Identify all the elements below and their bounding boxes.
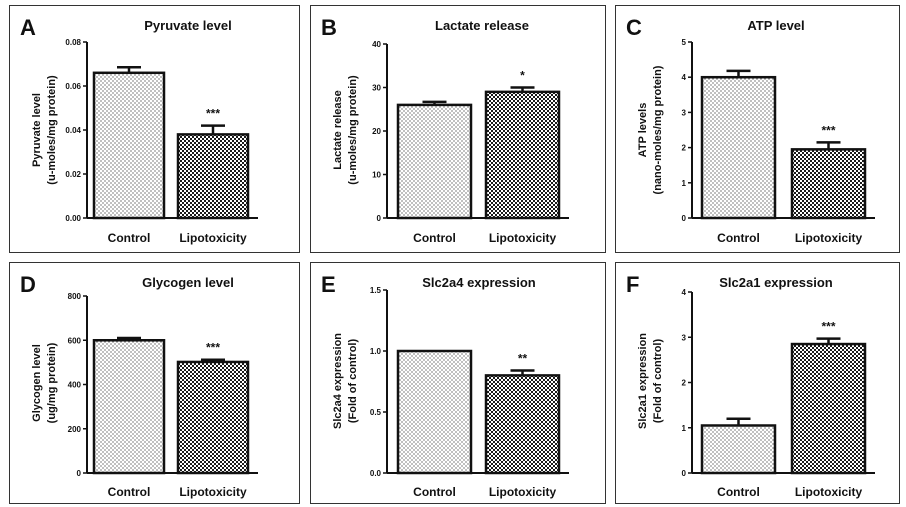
y-tick-label: 1.5 <box>370 286 382 295</box>
panel-d: D Glycogen level Glycogen level (ug/mg prot… <box>9 262 300 504</box>
y-axis-label: ATP levels <box>637 103 649 158</box>
bar-lipotoxicity <box>484 90 561 220</box>
category-label: Lipotoxicity <box>179 485 247 499</box>
significance-label: *** <box>206 107 220 121</box>
bar-lipotoxicity <box>790 342 867 475</box>
significance-label: ** <box>518 352 528 366</box>
y-tick-label: 0.08 <box>65 38 81 47</box>
category-label: Lipotoxicity <box>489 485 557 499</box>
y-tick-label: 3 <box>682 333 687 342</box>
y-tick-label: 1 <box>682 179 687 188</box>
y-tick-label: 600 <box>68 336 82 345</box>
y-tick-label: 40 <box>372 40 381 49</box>
bar-lipotoxicity <box>790 148 867 220</box>
panel-letter: B <box>321 15 337 40</box>
y-tick-label: 30 <box>372 84 381 93</box>
category-label: Control <box>717 231 760 245</box>
panel-e: E Slc2a4 expression Slc2a4 expression (Fold… <box>310 262 606 504</box>
y-axis-label: Lactate release <box>332 90 344 170</box>
y-axis-label: (Fold of control) <box>347 339 359 424</box>
significance-label: * <box>520 69 525 83</box>
y-tick-label: 2 <box>682 379 687 388</box>
y-axis-label: (u-moles/mg protein) <box>347 75 359 185</box>
category-label: Lipotoxicity <box>795 231 863 245</box>
significance-label: *** <box>821 320 835 334</box>
chart-title: Lactate release <box>435 18 529 33</box>
y-axis-label: Slc2a1 expression <box>637 333 649 429</box>
panel-letter: E <box>321 272 336 297</box>
panel-letter: D <box>20 272 36 297</box>
y-tick-label: 0 <box>682 214 687 223</box>
chart-c: C ATP level ATP levels (nano-moles/mg prote… <box>626 15 875 245</box>
y-tick-label: 10 <box>372 171 381 180</box>
y-tick-label: 0.00 <box>65 214 81 223</box>
category-label: Control <box>717 485 760 499</box>
y-axis-label: (u-moles/mg protein) <box>46 75 58 185</box>
category-label: Lipotoxicity <box>179 231 247 245</box>
category-label: Control <box>413 231 456 245</box>
chart-title: Pyruvate level <box>144 18 231 33</box>
bar-control <box>700 75 777 220</box>
y-tick-label: 0.5 <box>370 408 382 417</box>
y-tick-label: 5 <box>682 38 687 47</box>
y-axis-label: Pyruvate level <box>31 93 43 167</box>
y-axis-label: (nano-moles/mg protein) <box>652 65 664 194</box>
bar-control <box>92 339 166 475</box>
y-tick-label: 400 <box>68 381 82 390</box>
chart-title: Slc2a4 expression <box>422 275 536 290</box>
y-axis-label: Glycogen level <box>31 344 43 422</box>
bar-control <box>700 424 777 475</box>
panel-c: C ATP level ATP levels (nano-moles/mg prote… <box>615 5 900 253</box>
y-tick-label: 1.0 <box>370 347 382 356</box>
y-tick-label: 1 <box>682 424 687 433</box>
panel-b: B Lactate release Lactate release (u-moles/… <box>310 5 606 253</box>
y-tick-label: 4 <box>682 288 687 297</box>
bar-control <box>92 71 166 220</box>
y-axis-label: Slc2a4 expression <box>332 333 344 429</box>
y-tick-label: 20 <box>372 127 381 136</box>
bar-lipotoxicity <box>484 374 561 475</box>
y-axis-label: (ug/mg protein) <box>46 342 58 423</box>
panel-f: F Slc2a1 expression Slc2a1 expression (Fold… <box>615 262 900 504</box>
significance-label: *** <box>821 123 835 137</box>
category-label: Control <box>108 485 151 499</box>
y-tick-label: 0.02 <box>65 170 81 179</box>
y-tick-label: 4 <box>682 73 687 82</box>
y-tick-label: 0 <box>377 214 382 223</box>
y-tick-label: 0.0 <box>370 469 382 478</box>
y-tick-label: 0.04 <box>65 126 81 135</box>
y-tick-label: 200 <box>68 425 82 434</box>
category-label: Lipotoxicity <box>795 485 863 499</box>
y-tick-label: 0 <box>682 469 687 478</box>
y-tick-label: 2 <box>682 144 687 153</box>
y-axis-label: (Fold of control) <box>652 339 664 424</box>
bar-lipotoxicity <box>176 360 250 475</box>
y-tick-label: 0.06 <box>65 82 81 91</box>
bar-lipotoxicity <box>176 133 250 220</box>
category-label: Control <box>108 231 151 245</box>
y-tick-label: 0 <box>77 469 82 478</box>
y-tick-label: 3 <box>682 108 687 117</box>
category-label: Control <box>413 485 456 499</box>
y-tick-label: 800 <box>68 292 82 301</box>
chart-title: ATP level <box>747 18 804 33</box>
panel-a: A Pyruvate level Pyruvate level (u-moles/mg… <box>9 5 300 253</box>
panel-letter: C <box>626 15 642 40</box>
significance-label: *** <box>206 341 220 355</box>
chart-title: Slc2a1 expression <box>719 275 833 290</box>
bar-control <box>396 103 473 220</box>
panel-letter: F <box>626 272 639 297</box>
chart-title: Glycogen level <box>142 275 234 290</box>
category-label: Lipotoxicity <box>489 231 557 245</box>
bar-control <box>396 349 473 475</box>
panel-letter: A <box>20 15 36 40</box>
